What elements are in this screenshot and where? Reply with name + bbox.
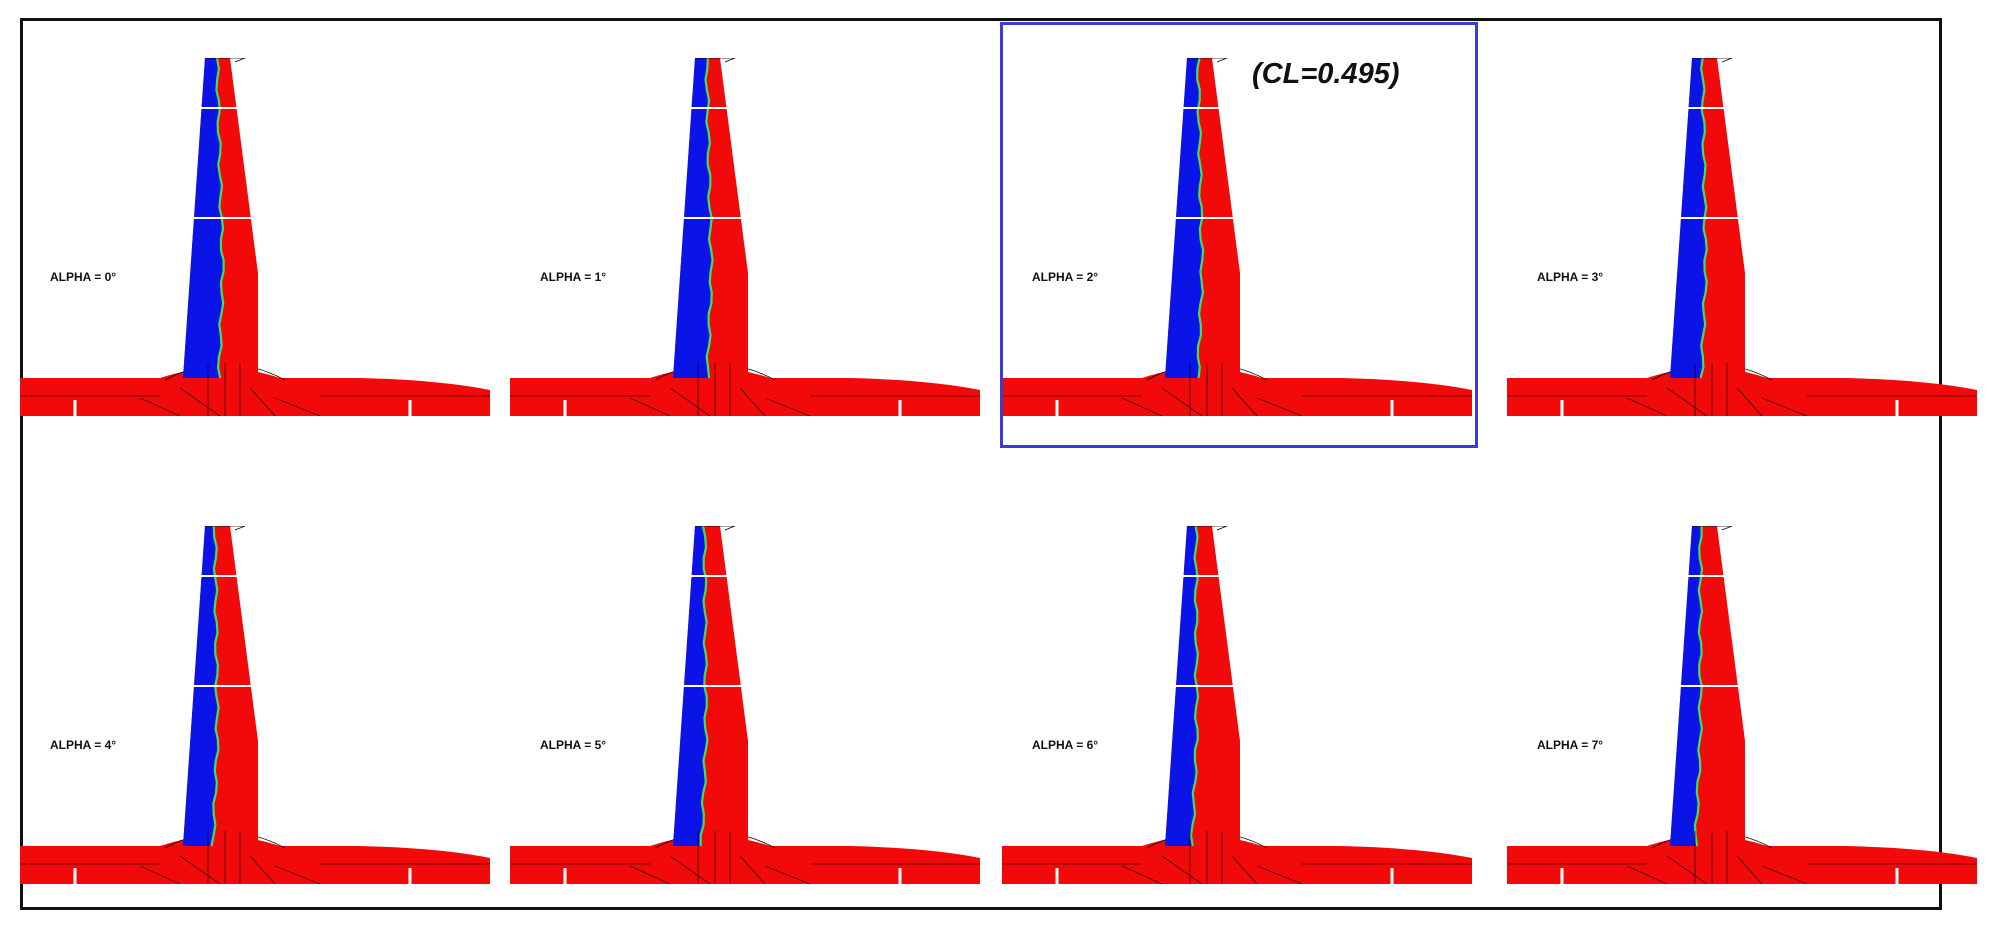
fuselage-panel-line <box>274 397 321 417</box>
wing-tip-cap <box>1187 58 1228 63</box>
fuselage-surface <box>1507 836 1977 884</box>
fuselage-panel-line <box>1256 397 1303 417</box>
fuselage-panel-line <box>1231 387 1258 417</box>
cl-annotation: (CL=0.495) <box>1252 58 1400 90</box>
fuselage-panel-line <box>739 387 766 417</box>
transition-map-svg <box>20 526 490 885</box>
fuselage-panel-line <box>1736 855 1763 885</box>
fuselage-panel-line <box>179 387 221 417</box>
transition-panel: ALPHA = 3° <box>1507 58 1977 458</box>
alpha-label: ALPHA = 0° <box>50 270 117 284</box>
transition-panel: ALPHA = 6° <box>1002 526 1472 926</box>
alpha-label: ALPHA = 6° <box>1032 738 1099 752</box>
fuselage-panel-line <box>739 855 766 885</box>
transition-map-svg <box>1507 526 1977 885</box>
wing-tip-cap <box>695 526 736 531</box>
alpha-label: ALPHA = 7° <box>1537 738 1604 752</box>
fuselage-panel-line <box>669 855 711 885</box>
alpha-label: ALPHA = 4° <box>50 738 117 752</box>
transition-map-svg <box>1507 58 1977 417</box>
fuselage-panel-line <box>1161 855 1203 885</box>
transition-panel: ALPHA = 7° <box>1507 526 1977 926</box>
alpha-label: ALPHA = 2° <box>1032 270 1099 284</box>
fuselage-surface <box>20 836 490 884</box>
fuselage-panel-line <box>629 397 671 417</box>
fuselage-panel-line <box>1761 865 1808 885</box>
wing-tip-cap <box>1187 526 1228 531</box>
figure-frame <box>20 18 1942 910</box>
transition-panel: ALPHA = 5° <box>510 526 980 926</box>
fuselage-panel-line <box>1626 865 1668 885</box>
fuselage-panel-line <box>669 387 711 417</box>
fuselage-surface <box>1002 368 1472 416</box>
fuselage-panel-line <box>139 865 181 885</box>
fuselage-panel-line <box>1231 855 1258 885</box>
highlight-box <box>1000 22 1478 448</box>
transition-panel: ALPHA = 2° <box>1002 58 1472 458</box>
fuselage-panel-line <box>1121 865 1163 885</box>
fuselage-panel-line <box>764 865 811 885</box>
alpha-label: ALPHA = 1° <box>540 270 607 284</box>
fuselage-panel-line <box>179 855 221 885</box>
fuselage-panel-line <box>274 865 321 885</box>
transition-map-svg <box>1002 58 1472 417</box>
fuselage-panel-line <box>1256 865 1303 885</box>
wing-tip-cap <box>695 58 736 63</box>
alpha-label: ALPHA = 3° <box>1537 270 1604 284</box>
fuselage-panel-line <box>249 387 276 417</box>
transition-map-svg <box>510 526 980 885</box>
transition-map-svg <box>510 58 980 417</box>
fuselage-surface <box>1002 836 1472 884</box>
fuselage-panel-line <box>1736 387 1763 417</box>
transition-panel: ALPHA = 4° <box>20 526 490 926</box>
wing-tip-cap <box>205 58 246 63</box>
fuselage-surface <box>1507 368 1977 416</box>
wing-tip-cap <box>1692 526 1733 531</box>
wing-tip-cap <box>205 526 246 531</box>
fuselage-surface <box>20 368 490 416</box>
fuselage-panel-line <box>1626 397 1668 417</box>
fuselage-surface <box>510 368 980 416</box>
fuselage-panel-line <box>139 397 181 417</box>
transition-panel: ALPHA = 1° <box>510 58 980 458</box>
fuselage-panel-line <box>1666 387 1708 417</box>
fuselage-panel-line <box>1121 397 1163 417</box>
fuselage-panel-line <box>1161 387 1203 417</box>
transition-panel: ALPHA = 0° <box>20 58 490 458</box>
alpha-label: ALPHA = 5° <box>540 738 607 752</box>
transition-map-svg <box>1002 526 1472 885</box>
fuselage-panel-line <box>629 865 671 885</box>
fuselage-panel-line <box>1666 855 1708 885</box>
fuselage-panel-line <box>249 855 276 885</box>
wing-tip-cap <box>1692 58 1733 63</box>
fuselage-panel-line <box>764 397 811 417</box>
fuselage-panel-line <box>1761 397 1808 417</box>
fuselage-surface <box>510 836 980 884</box>
transition-map-svg <box>20 58 490 417</box>
